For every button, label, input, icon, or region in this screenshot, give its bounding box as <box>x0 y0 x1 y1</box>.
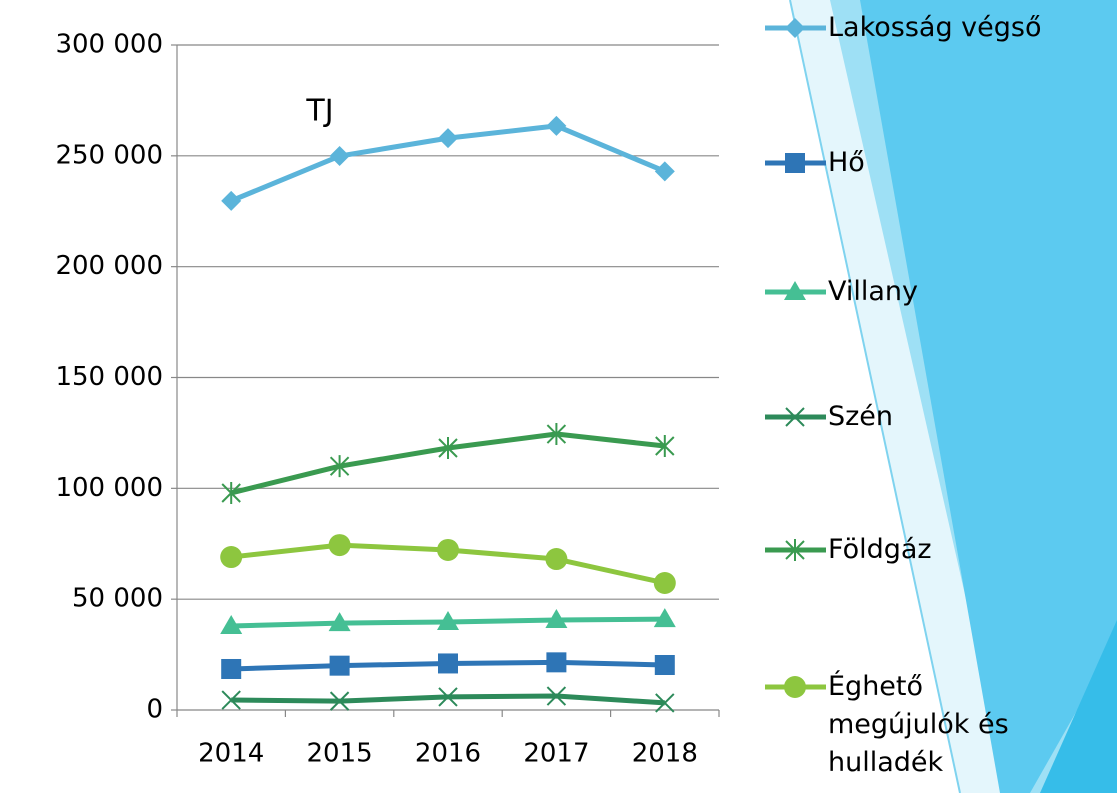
legend-key <box>765 153 826 173</box>
legend-label: Lakosság végső <box>828 9 1028 47</box>
legend-key <box>765 539 826 561</box>
marker <box>655 161 675 181</box>
marker <box>329 534 351 556</box>
marker <box>330 146 350 166</box>
x-tick-label: 2014 <box>198 739 264 769</box>
legend-label: Szén <box>828 398 1028 436</box>
annotation: TJ <box>305 94 333 129</box>
marker <box>546 116 566 136</box>
x-tick-label: 2016 <box>415 739 481 769</box>
x-tick-label: 2017 <box>523 739 589 769</box>
marker <box>220 546 242 568</box>
marker <box>330 656 350 676</box>
x-tick-label: 2018 <box>632 739 698 769</box>
legend-label: Hő <box>828 144 1028 182</box>
y-tick-label: 50 000 <box>72 584 163 614</box>
y-tick-label: 0 <box>146 695 163 725</box>
legend-key <box>765 408 826 426</box>
page: TJ 0 50 000 100 000 150 000 200 000 250 000 30… <box>0 0 1117 793</box>
y-tick-label: 200 000 <box>55 251 163 281</box>
legend-key <box>765 676 826 698</box>
marker <box>655 655 675 675</box>
legend-label: Földgáz <box>828 531 1028 569</box>
marker <box>546 652 566 672</box>
legend-key <box>765 281 826 300</box>
legend-label: Villany <box>828 273 1028 311</box>
marker <box>785 153 805 173</box>
marker <box>784 676 806 698</box>
marker <box>438 128 458 148</box>
marker <box>221 191 241 211</box>
x-tick-label: 2015 <box>307 739 373 769</box>
marker <box>545 548 567 570</box>
marker <box>438 653 458 673</box>
y-tick-label: 100 000 <box>55 473 163 503</box>
legend-label: Éghető megújulók és hulladék <box>828 668 1028 782</box>
y-tick-label: 250 000 <box>55 140 163 170</box>
y-tick-label: 300 000 <box>55 30 163 60</box>
marker <box>654 572 676 594</box>
marker <box>437 539 459 561</box>
marker <box>221 659 241 679</box>
y-tick-label: 150 000 <box>55 362 163 392</box>
